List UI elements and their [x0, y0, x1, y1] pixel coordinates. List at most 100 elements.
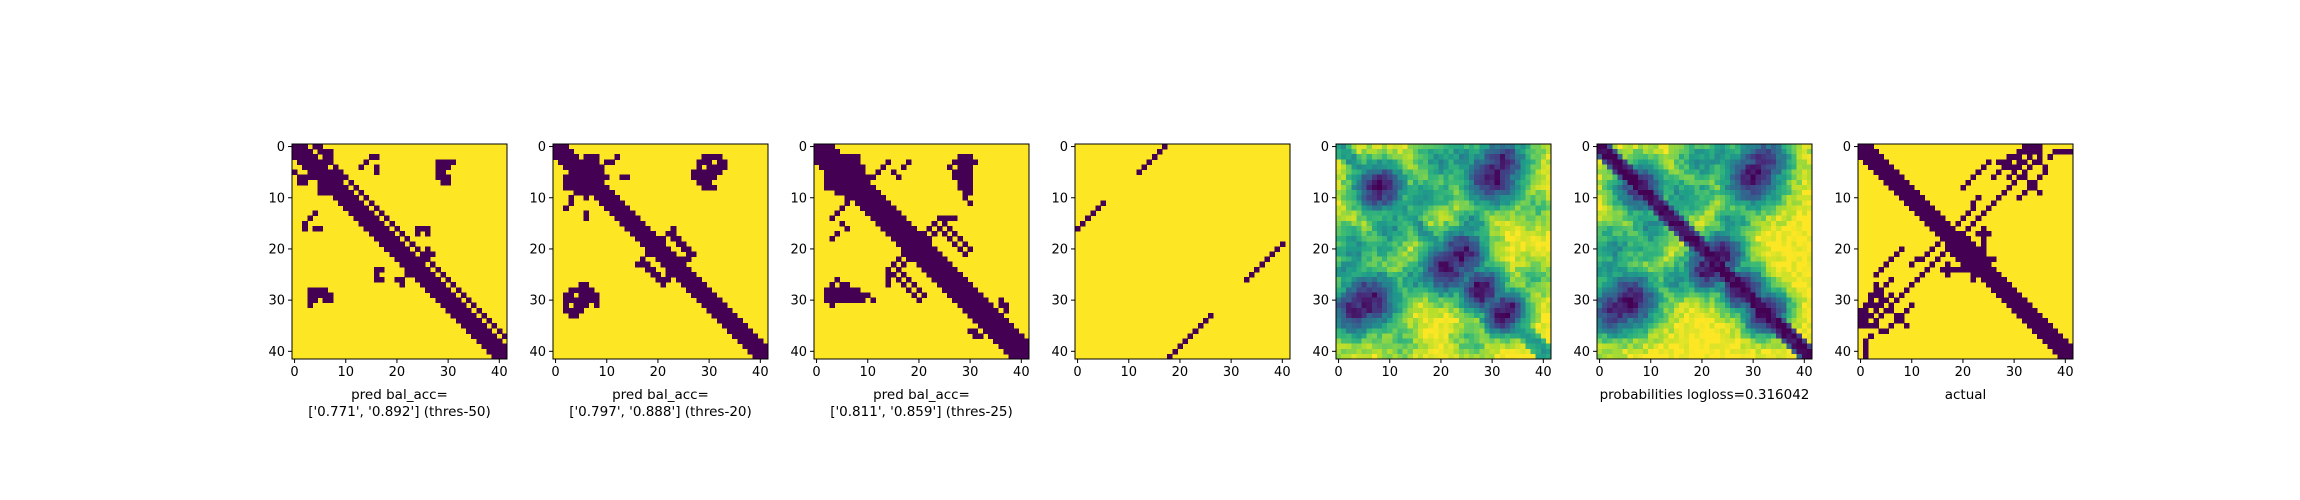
heatmap-cell: [1607, 271, 1613, 278]
heatmap-cell: [1724, 164, 1731, 170]
heatmap-cell: [1735, 236, 1741, 242]
heatmap-cell: [1499, 210, 1506, 217]
heatmap-cell: [1361, 164, 1368, 170]
heatmap-cell: [1448, 302, 1455, 309]
heatmap-cell: [1643, 277, 1649, 283]
heatmap-cell: [1760, 210, 1767, 217]
heatmap-cell: [1806, 169, 1813, 176]
heatmap-cell: [1597, 353, 1603, 360]
heatmap-cell: [680, 246, 687, 252]
heatmap-cell: [1684, 318, 1690, 324]
heatmap-cell: [1443, 307, 1450, 314]
heatmap-cell: [1617, 241, 1623, 247]
heatmap-cell: [665, 261, 672, 268]
heatmap-cell: [1740, 210, 1746, 217]
heatmap-cell: [1336, 184, 1342, 191]
heatmap-cell: [1750, 251, 1757, 258]
heatmap-cell: [1637, 277, 1644, 283]
heatmap-cell: [1709, 312, 1716, 319]
heatmap-cell: [1520, 312, 1526, 319]
heatmap-cell: [1469, 174, 1475, 181]
heatmap-cell: [1612, 195, 1618, 201]
heatmap-cell: [1402, 144, 1409, 150]
heatmap-cell: [1791, 292, 1798, 298]
heatmap-cell: [680, 282, 687, 288]
heatmap-cell: [1709, 210, 1716, 217]
heatmap-cell: [875, 215, 881, 222]
heatmap-cell: [1361, 190, 1368, 196]
heatmap-cell: [1494, 338, 1501, 345]
heatmap-cell: [1724, 174, 1731, 181]
heatmap-cell: [1668, 225, 1675, 232]
heatmap-cell: [1397, 302, 1403, 309]
heatmap-cell: [1765, 251, 1772, 258]
heatmap-cell: [1499, 328, 1506, 334]
heatmap-cell: [1699, 225, 1705, 232]
heatmap-cell: [1417, 328, 1424, 334]
heatmap-cell: [1602, 231, 1608, 237]
heatmap-cell: [701, 154, 707, 160]
heatmap-cell: [573, 169, 579, 176]
heatmap-cell: [1540, 328, 1547, 334]
heatmap-cell: [721, 318, 728, 324]
heatmap-cell: [1479, 271, 1485, 278]
heatmap-cell: [1607, 302, 1613, 309]
heatmap-cell: [1407, 241, 1414, 247]
heatmap-cell: [1494, 353, 1501, 360]
heatmap-cell: [1627, 231, 1634, 237]
heatmap-cell: [1602, 236, 1608, 242]
heatmap-cell: [460, 307, 467, 314]
heatmap-cell: [1643, 338, 1649, 345]
heatmap-cell: [1341, 215, 1347, 222]
heatmap-cell: [1719, 277, 1726, 283]
heatmap-cell: [1704, 256, 1711, 263]
heatmap-cell: [1806, 236, 1813, 242]
heatmap-cell: [588, 184, 595, 191]
y-tick-label: 20: [1051, 242, 1068, 257]
heatmap-cell: [1704, 205, 1711, 211]
heatmap-cell: [1463, 251, 1470, 258]
heatmap-cell: [1499, 154, 1506, 160]
heatmap-cell: [1771, 282, 1777, 288]
heatmap-cell: [1392, 266, 1398, 273]
heatmap-cell: [1699, 277, 1705, 283]
heatmap-cell: [1643, 297, 1649, 304]
heatmap-cell: [1484, 312, 1490, 319]
heatmap-cell: [650, 271, 656, 278]
heatmap-cell: [1428, 236, 1434, 242]
heatmap-cell: [1597, 236, 1603, 242]
heatmap-cell: [1469, 225, 1475, 232]
heatmap-cell: [1806, 338, 1813, 345]
heatmap-cell: [1448, 144, 1455, 150]
heatmap-cell: [1689, 277, 1695, 283]
heatmap-cell: [358, 215, 365, 222]
heatmap-cell: [742, 338, 748, 345]
heatmap-cell: [1540, 353, 1547, 360]
heatmap-cell: [1755, 241, 1762, 247]
heatmap-cell: [1678, 323, 1685, 329]
heatmap-cell: [1417, 231, 1424, 237]
heatmap-cell: [854, 164, 861, 170]
heatmap-cell: [860, 164, 866, 170]
heatmap-cell: [1617, 184, 1623, 191]
heatmap-cell: [1423, 225, 1429, 232]
heatmap-cell: [1443, 328, 1450, 334]
heatmap-cell: [1474, 307, 1480, 314]
heatmap-cell: [1151, 154, 1158, 160]
heatmap-cell: [1530, 231, 1537, 237]
heatmap-cell: [1371, 348, 1378, 355]
heatmap-cell: [1407, 144, 1414, 150]
heatmap-cell: [906, 246, 912, 252]
heatmap-cell: [926, 241, 933, 247]
heatmap-cell: [1735, 307, 1741, 314]
heatmap-cell: [384, 225, 390, 232]
heatmap-cell: [921, 246, 928, 252]
heatmap-cell: [1806, 302, 1813, 309]
heatmap-cell: [1423, 328, 1429, 334]
heatmap-cell: [1919, 210, 1925, 217]
heatmap-cell: [1433, 246, 1439, 252]
heatmap-cell: [1448, 328, 1455, 334]
heatmap-cell: [466, 328, 472, 334]
heatmap-cell: [2011, 179, 2018, 186]
heatmap-cell: [1658, 312, 1664, 319]
